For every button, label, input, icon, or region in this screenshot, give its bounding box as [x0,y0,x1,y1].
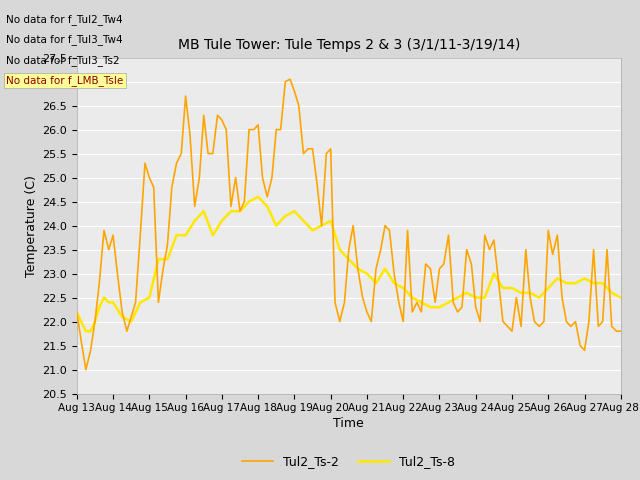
Tul2_Ts-2 [422,261,429,267]
Tul2_Ts-2 [617,328,625,334]
Tul2_Ts-8 [218,218,226,224]
Tul2_Ts-2 [204,151,212,156]
Tul2_Ts-2 [132,300,140,305]
Tul2_Ts-8 [73,309,81,315]
X-axis label: Time: Time [333,418,364,431]
Tul2_Ts-2 [82,367,90,372]
Tul2_Ts-2 [589,247,597,252]
Tul2_Ts-2 [286,76,294,82]
Text: No data for f_LMB_Tsle: No data for f_LMB_Tsle [6,75,124,86]
Tul2_Ts-8 [182,232,189,238]
Tul2_Ts-2 [449,300,457,305]
Tul2_Ts-2 [73,309,81,315]
Text: No data for f_Tul3_Ts2: No data for f_Tul3_Ts2 [6,55,120,66]
Tul2_Ts-8 [254,194,262,200]
Tul2_Ts-8 [554,276,561,281]
Text: No data for f_Tul3_Tw4: No data for f_Tul3_Tw4 [6,35,123,46]
Legend: Tul2_Ts-2, Tul2_Ts-8: Tul2_Ts-2, Tul2_Ts-8 [237,450,460,473]
Text: No data for f_Tul2_Tw4: No data for f_Tul2_Tw4 [6,14,123,25]
Tul2_Ts-8 [82,328,90,334]
Line: Tul2_Ts-2: Tul2_Ts-2 [77,79,621,370]
Tul2_Ts-8 [354,266,362,272]
Tul2_Ts-8 [617,295,625,300]
Title: MB Tule Tower: Tule Temps 2 & 3 (3/1/11-3/19/14): MB Tule Tower: Tule Temps 2 & 3 (3/1/11-… [178,38,520,52]
Tul2_Ts-8 [599,280,607,286]
Line: Tul2_Ts-8: Tul2_Ts-8 [77,197,621,331]
Tul2_Ts-2 [313,180,321,185]
Tul2_Ts-8 [300,218,307,224]
Y-axis label: Temperature (C): Temperature (C) [25,175,38,276]
